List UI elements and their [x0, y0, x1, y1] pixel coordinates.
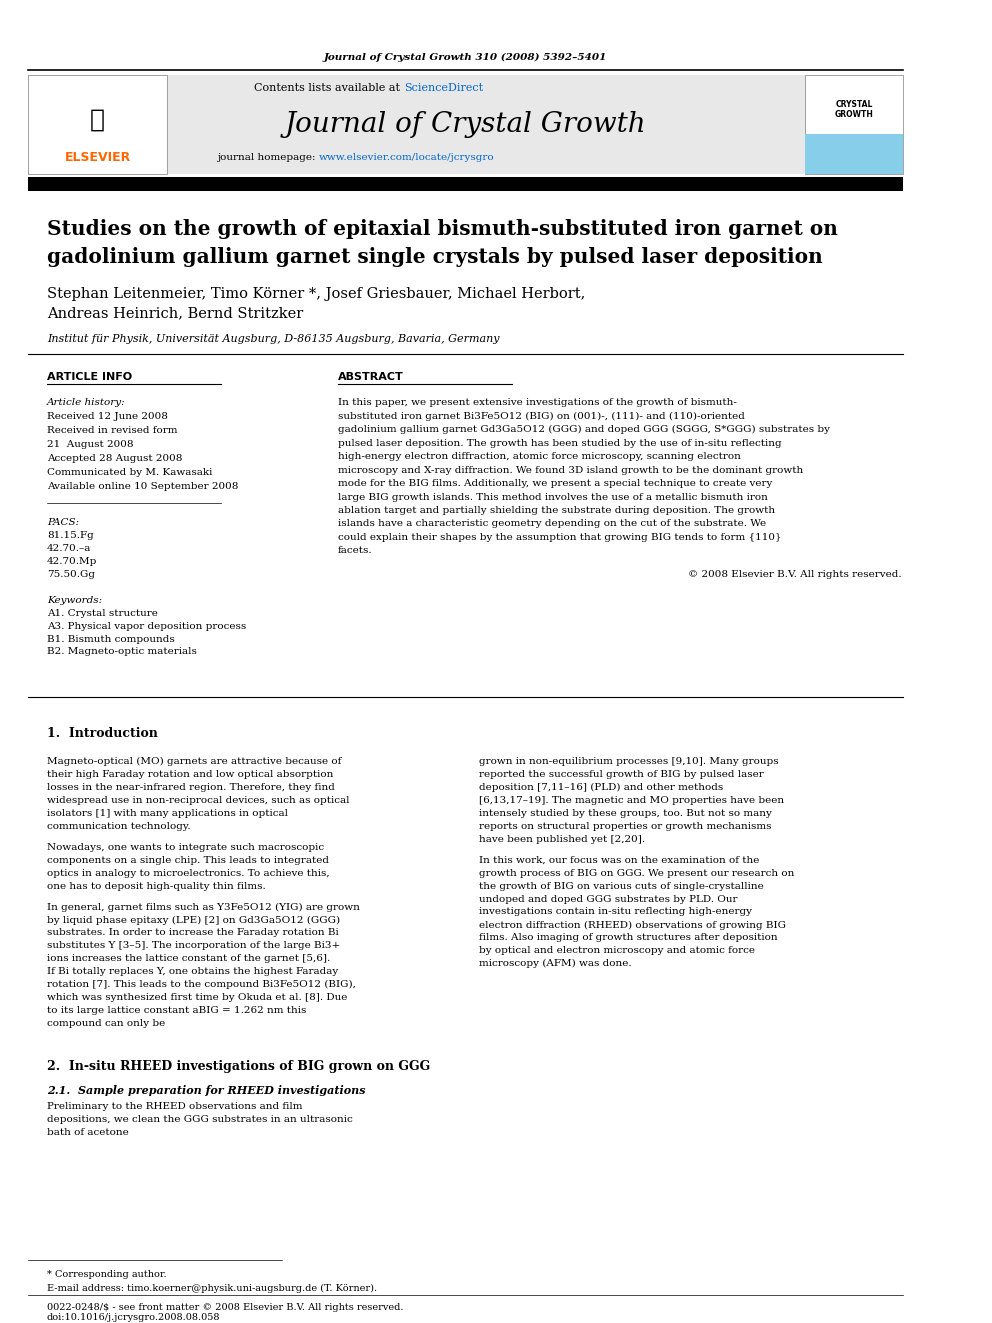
- Text: pulsed laser deposition. The growth has been studied by the use of in-situ refle: pulsed laser deposition. The growth has …: [338, 439, 782, 447]
- Text: the growth of BIG on various cuts of single-crystalline: the growth of BIG on various cuts of sin…: [479, 881, 764, 890]
- Text: PACS:: PACS:: [47, 519, 79, 527]
- Text: 42.70.Mp: 42.70.Mp: [47, 557, 97, 566]
- Text: gadolinium gallium garnet Gd3Ga5O12 (GGG) and doped GGG (SGGG, S*GGG) substrates: gadolinium gallium garnet Gd3Ga5O12 (GGG…: [338, 425, 830, 434]
- Text: grown in non-equilibrium processes [9,10]. Many groups: grown in non-equilibrium processes [9,10…: [479, 757, 779, 766]
- Text: A3. Physical vapor deposition process: A3. Physical vapor deposition process: [47, 622, 246, 631]
- Text: 42.70.–a: 42.70.–a: [47, 544, 91, 553]
- Text: In this paper, we present extensive investigations of the growth of bismuth-: In this paper, we present extensive inve…: [338, 398, 737, 407]
- Text: communication technology.: communication technology.: [47, 822, 190, 831]
- Text: Keywords:: Keywords:: [47, 595, 102, 605]
- Text: gadolinium gallium garnet single crystals by pulsed laser deposition: gadolinium gallium garnet single crystal…: [47, 247, 822, 267]
- Text: Accepted 28 August 2008: Accepted 28 August 2008: [47, 454, 183, 463]
- Text: losses in the near-infrared region. Therefore, they find: losses in the near-infrared region. Ther…: [47, 783, 335, 792]
- Text: deposition [7,11–16] (PLD) and other methods: deposition [7,11–16] (PLD) and other met…: [479, 783, 723, 792]
- Text: B2. Magneto-optic materials: B2. Magneto-optic materials: [47, 647, 196, 656]
- Text: 21  August 2008: 21 August 2008: [47, 441, 134, 450]
- Text: islands have a characteristic geometry depending on the cut of the substrate. We: islands have a characteristic geometry d…: [338, 520, 766, 528]
- Text: Journal of Crystal Growth: Journal of Crystal Growth: [285, 111, 647, 138]
- Text: large BIG growth islands. This method involves the use of a metallic bismuth iro: large BIG growth islands. This method in…: [338, 492, 768, 501]
- Text: Contents lists available at: Contents lists available at: [254, 82, 404, 93]
- Text: by optical and electron microscopy and atomic force: by optical and electron microscopy and a…: [479, 946, 755, 955]
- Text: E-mail address: timo.koerner@physik.uni-augsburg.de (T. Körner).: E-mail address: timo.koerner@physik.uni-…: [47, 1285, 377, 1293]
- Text: components on a single chip. This leads to integrated: components on a single chip. This leads …: [47, 856, 329, 865]
- Text: one has to deposit high-quality thin films.: one has to deposit high-quality thin fil…: [47, 881, 266, 890]
- Text: microscopy (AFM) was done.: microscopy (AFM) was done.: [479, 959, 631, 968]
- Text: 2.  In-situ RHEED investigations of BIG grown on GGG: 2. In-situ RHEED investigations of BIG g…: [47, 1060, 431, 1073]
- FancyBboxPatch shape: [806, 74, 903, 175]
- Text: high-energy electron diffraction, atomic force microscopy, scanning electron: high-energy electron diffraction, atomic…: [338, 452, 741, 462]
- Text: growth process of BIG on GGG. We present our research on: growth process of BIG on GGG. We present…: [479, 869, 795, 877]
- Text: films. Also imaging of growth structures after deposition: films. Also imaging of growth structures…: [479, 933, 778, 942]
- Text: mode for the BIG films. Additionally, we present a special technique to create v: mode for the BIG films. Additionally, we…: [338, 479, 773, 488]
- Text: ABSTRACT: ABSTRACT: [338, 372, 404, 381]
- FancyBboxPatch shape: [28, 74, 167, 175]
- Text: 75.50.Gg: 75.50.Gg: [47, 570, 95, 578]
- Text: www.elsevier.com/locate/jcrysgro: www.elsevier.com/locate/jcrysgro: [319, 153, 495, 161]
- Text: 2.1.  Sample preparation for RHEED investigations: 2.1. Sample preparation for RHEED invest…: [47, 1085, 365, 1095]
- Text: have been published yet [2,20].: have been published yet [2,20].: [479, 835, 645, 844]
- Text: [6,13,17–19]. The magnetic and MO properties have been: [6,13,17–19]. The magnetic and MO proper…: [479, 796, 784, 804]
- FancyBboxPatch shape: [28, 177, 903, 192]
- Text: ARTICLE INFO: ARTICLE INFO: [47, 372, 132, 381]
- Text: ions increases the lattice constant of the garnet [5,6].: ions increases the lattice constant of t…: [47, 954, 330, 963]
- Text: Magneto-optical (MO) garnets are attractive because of: Magneto-optical (MO) garnets are attract…: [47, 757, 341, 766]
- Text: In general, garnet films such as Y3Fe5O12 (YIG) are grown: In general, garnet films such as Y3Fe5O1…: [47, 902, 360, 912]
- Text: substituted iron garnet Bi3Fe5O12 (BIG) on (001)-, (111)- and (110)-oriented: substituted iron garnet Bi3Fe5O12 (BIG) …: [338, 411, 745, 421]
- Text: substrates. In order to increase the Faraday rotation Bi: substrates. In order to increase the Far…: [47, 929, 338, 938]
- Text: CRYSTAL: CRYSTAL: [835, 101, 873, 108]
- Text: intensely studied by these groups, too. But not so many: intensely studied by these groups, too. …: [479, 808, 772, 818]
- Text: could explain their shapes by the assumption that growing BIG tends to form {110: could explain their shapes by the assump…: [338, 533, 782, 542]
- Text: © 2008 Elsevier B.V. All rights reserved.: © 2008 Elsevier B.V. All rights reserved…: [687, 570, 901, 578]
- Text: Nowadays, one wants to integrate such macroscopic: Nowadays, one wants to integrate such ma…: [47, 843, 324, 852]
- Text: Stephan Leitenmeier, Timo Körner *, Josef Griesbauer, Michael Herbort,: Stephan Leitenmeier, Timo Körner *, Jose…: [47, 287, 585, 300]
- Text: 0022-0248/$ - see front matter © 2008 Elsevier B.V. All rights reserved.: 0022-0248/$ - see front matter © 2008 El…: [47, 1303, 404, 1312]
- Text: widespread use in non-reciprocal devices, such as optical: widespread use in non-reciprocal devices…: [47, 796, 349, 804]
- Text: journal homepage:: journal homepage:: [217, 153, 319, 161]
- Text: to its large lattice constant aBIG = 1.262 nm this: to its large lattice constant aBIG = 1.2…: [47, 1005, 307, 1015]
- FancyBboxPatch shape: [28, 74, 837, 175]
- Text: facets.: facets.: [338, 546, 373, 556]
- Text: isolators [1] with many applications in optical: isolators [1] with many applications in …: [47, 808, 288, 818]
- Text: Studies on the growth of epitaxial bismuth-substituted iron garnet on: Studies on the growth of epitaxial bismu…: [47, 220, 838, 239]
- Text: ELSEVIER: ELSEVIER: [64, 151, 131, 164]
- Text: electron diffraction (RHEED) observations of growing BIG: electron diffraction (RHEED) observation…: [479, 921, 786, 930]
- Text: Journal of Crystal Growth 310 (2008) 5392–5401: Journal of Crystal Growth 310 (2008) 539…: [324, 53, 607, 62]
- Text: undoped and doped GGG substrates by PLD. Our: undoped and doped GGG substrates by PLD.…: [479, 894, 737, 904]
- Text: which was synthesized first time by Okuda et al. [8]. Due: which was synthesized first time by Okud…: [47, 994, 347, 1002]
- Text: Andreas Heinrich, Bernd Stritzker: Andreas Heinrich, Bernd Stritzker: [47, 307, 304, 320]
- Text: GROWTH: GROWTH: [834, 110, 874, 119]
- Text: their high Faraday rotation and low optical absorption: their high Faraday rotation and low opti…: [47, 770, 333, 779]
- Text: Received 12 June 2008: Received 12 June 2008: [47, 413, 168, 422]
- FancyBboxPatch shape: [806, 135, 903, 175]
- Text: Communicated by M. Kawasaki: Communicated by M. Kawasaki: [47, 468, 212, 478]
- Text: 1.  Introduction: 1. Introduction: [47, 728, 158, 740]
- Text: ablation target and partially shielding the substrate during deposition. The gro: ablation target and partially shielding …: [338, 505, 775, 515]
- Text: ScienceDirect: ScienceDirect: [404, 82, 483, 93]
- Text: by liquid phase epitaxy (LPE) [2] on Gd3Ga5O12 (GGG): by liquid phase epitaxy (LPE) [2] on Gd3…: [47, 916, 340, 925]
- Text: Institut für Physik, Universität Augsburg, D-86135 Augsburg, Bavaria, Germany: Institut für Physik, Universität Augsbur…: [47, 333, 499, 344]
- Text: doi:10.1016/j.jcrysgro.2008.08.058: doi:10.1016/j.jcrysgro.2008.08.058: [47, 1312, 220, 1322]
- Text: Preliminary to the RHEED observations and film: Preliminary to the RHEED observations an…: [47, 1102, 303, 1111]
- Text: depositions, we clean the GGG substrates in an ultrasonic: depositions, we clean the GGG substrates…: [47, 1115, 353, 1123]
- Text: If Bi totally replaces Y, one obtains the highest Faraday: If Bi totally replaces Y, one obtains th…: [47, 967, 338, 976]
- Text: optics in analogy to microelectronics. To achieve this,: optics in analogy to microelectronics. T…: [47, 869, 329, 877]
- Text: investigations contain in-situ reflecting high-energy: investigations contain in-situ reflectin…: [479, 908, 752, 917]
- Text: reports on structural properties or growth mechanisms: reports on structural properties or grow…: [479, 822, 771, 831]
- Text: 81.15.Fg: 81.15.Fg: [47, 531, 93, 540]
- Text: B1. Bismuth compounds: B1. Bismuth compounds: [47, 635, 175, 643]
- Text: compound can only be: compound can only be: [47, 1019, 166, 1028]
- Text: substitutes Y [3–5]. The incorporation of the large Bi3+: substitutes Y [3–5]. The incorporation o…: [47, 942, 340, 950]
- Text: * Corresponding author.: * Corresponding author.: [47, 1270, 167, 1279]
- Text: rotation [7]. This leads to the compound Bi3Fe5O12 (BIG),: rotation [7]. This leads to the compound…: [47, 980, 356, 990]
- Text: 🌳: 🌳: [90, 107, 105, 131]
- Text: reported the successful growth of BIG by pulsed laser: reported the successful growth of BIG by…: [479, 770, 764, 779]
- Text: Received in revised form: Received in revised form: [47, 426, 178, 435]
- Text: A1. Crystal structure: A1. Crystal structure: [47, 609, 158, 618]
- Text: bath of acetone: bath of acetone: [47, 1127, 129, 1136]
- Text: Available online 10 September 2008: Available online 10 September 2008: [47, 482, 238, 491]
- Text: In this work, our focus was on the examination of the: In this work, our focus was on the exami…: [479, 856, 759, 865]
- Text: Article history:: Article history:: [47, 398, 126, 407]
- Text: microscopy and X-ray diffraction. We found 3D island growth to be the dominant g: microscopy and X-ray diffraction. We fou…: [338, 466, 804, 475]
